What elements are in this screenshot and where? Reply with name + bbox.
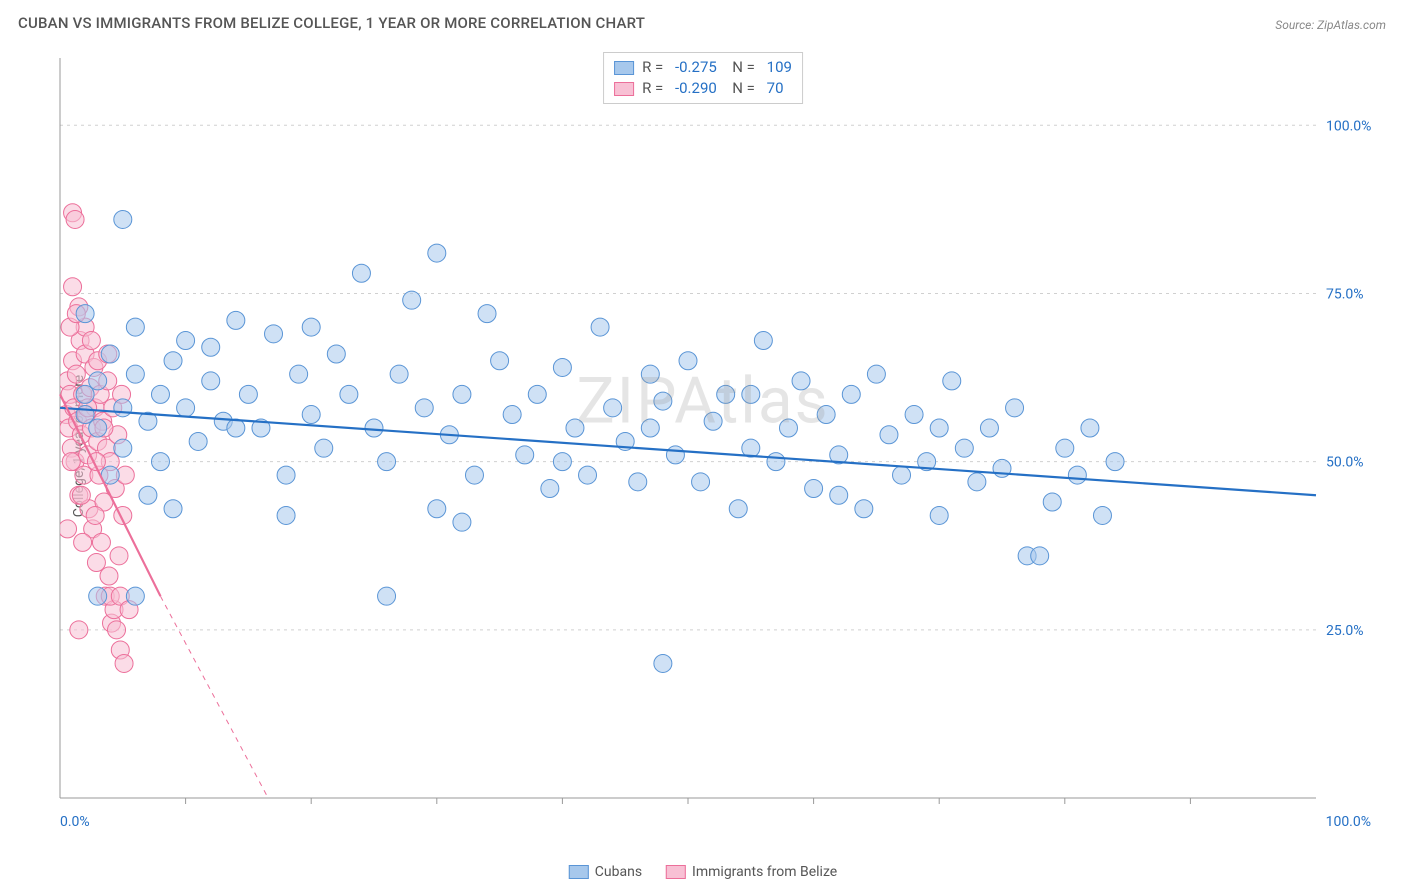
r-value-cubans: -0.275 — [675, 57, 717, 78]
r-label: R = — [642, 78, 667, 99]
svg-text:25.0%: 25.0% — [1326, 623, 1364, 639]
swatch-cubans — [614, 61, 634, 75]
n-label: N = — [725, 57, 759, 78]
n-value-belize: 70 — [767, 78, 784, 99]
swatch-belize — [614, 82, 634, 96]
svg-text:100.0%: 100.0% — [1326, 118, 1371, 134]
n-label: N = — [725, 78, 759, 99]
svg-text:100.0%: 100.0% — [1326, 814, 1371, 830]
legend-item-cubans: Cubans — [569, 864, 642, 880]
swatch-belize-bottom — [666, 865, 686, 879]
legend-row-cubans: R = -0.275 N = 109 — [614, 57, 792, 78]
swatch-cubans-bottom — [569, 865, 589, 879]
legend-item-belize: Immigrants from Belize — [666, 864, 837, 880]
chart-title: CUBAN VS IMMIGRANTS FROM BELIZE COLLEGE,… — [18, 14, 645, 32]
legend-label-cubans: Cubans — [595, 864, 642, 880]
scatter-plot: 25.0% 50.0% 75.0% 100.0% 0.0% 100.0% — [50, 48, 1386, 848]
r-value-belize: -0.290 — [675, 78, 717, 99]
svg-text:50.0%: 50.0% — [1326, 455, 1364, 471]
r-label: R = — [642, 57, 667, 78]
svg-text:75.0%: 75.0% — [1326, 286, 1364, 302]
n-value-cubans: 109 — [767, 57, 792, 78]
correlation-legend: R = -0.275 N = 109 R = -0.290 N = 70 — [603, 52, 803, 104]
series-legend: Cubans Immigrants from Belize — [569, 864, 837, 880]
source-label: Source: ZipAtlas.com — [1275, 18, 1386, 32]
legend-row-belize: R = -0.290 N = 70 — [614, 78, 792, 99]
svg-text:0.0%: 0.0% — [60, 814, 90, 830]
legend-label-belize: Immigrants from Belize — [692, 864, 837, 880]
